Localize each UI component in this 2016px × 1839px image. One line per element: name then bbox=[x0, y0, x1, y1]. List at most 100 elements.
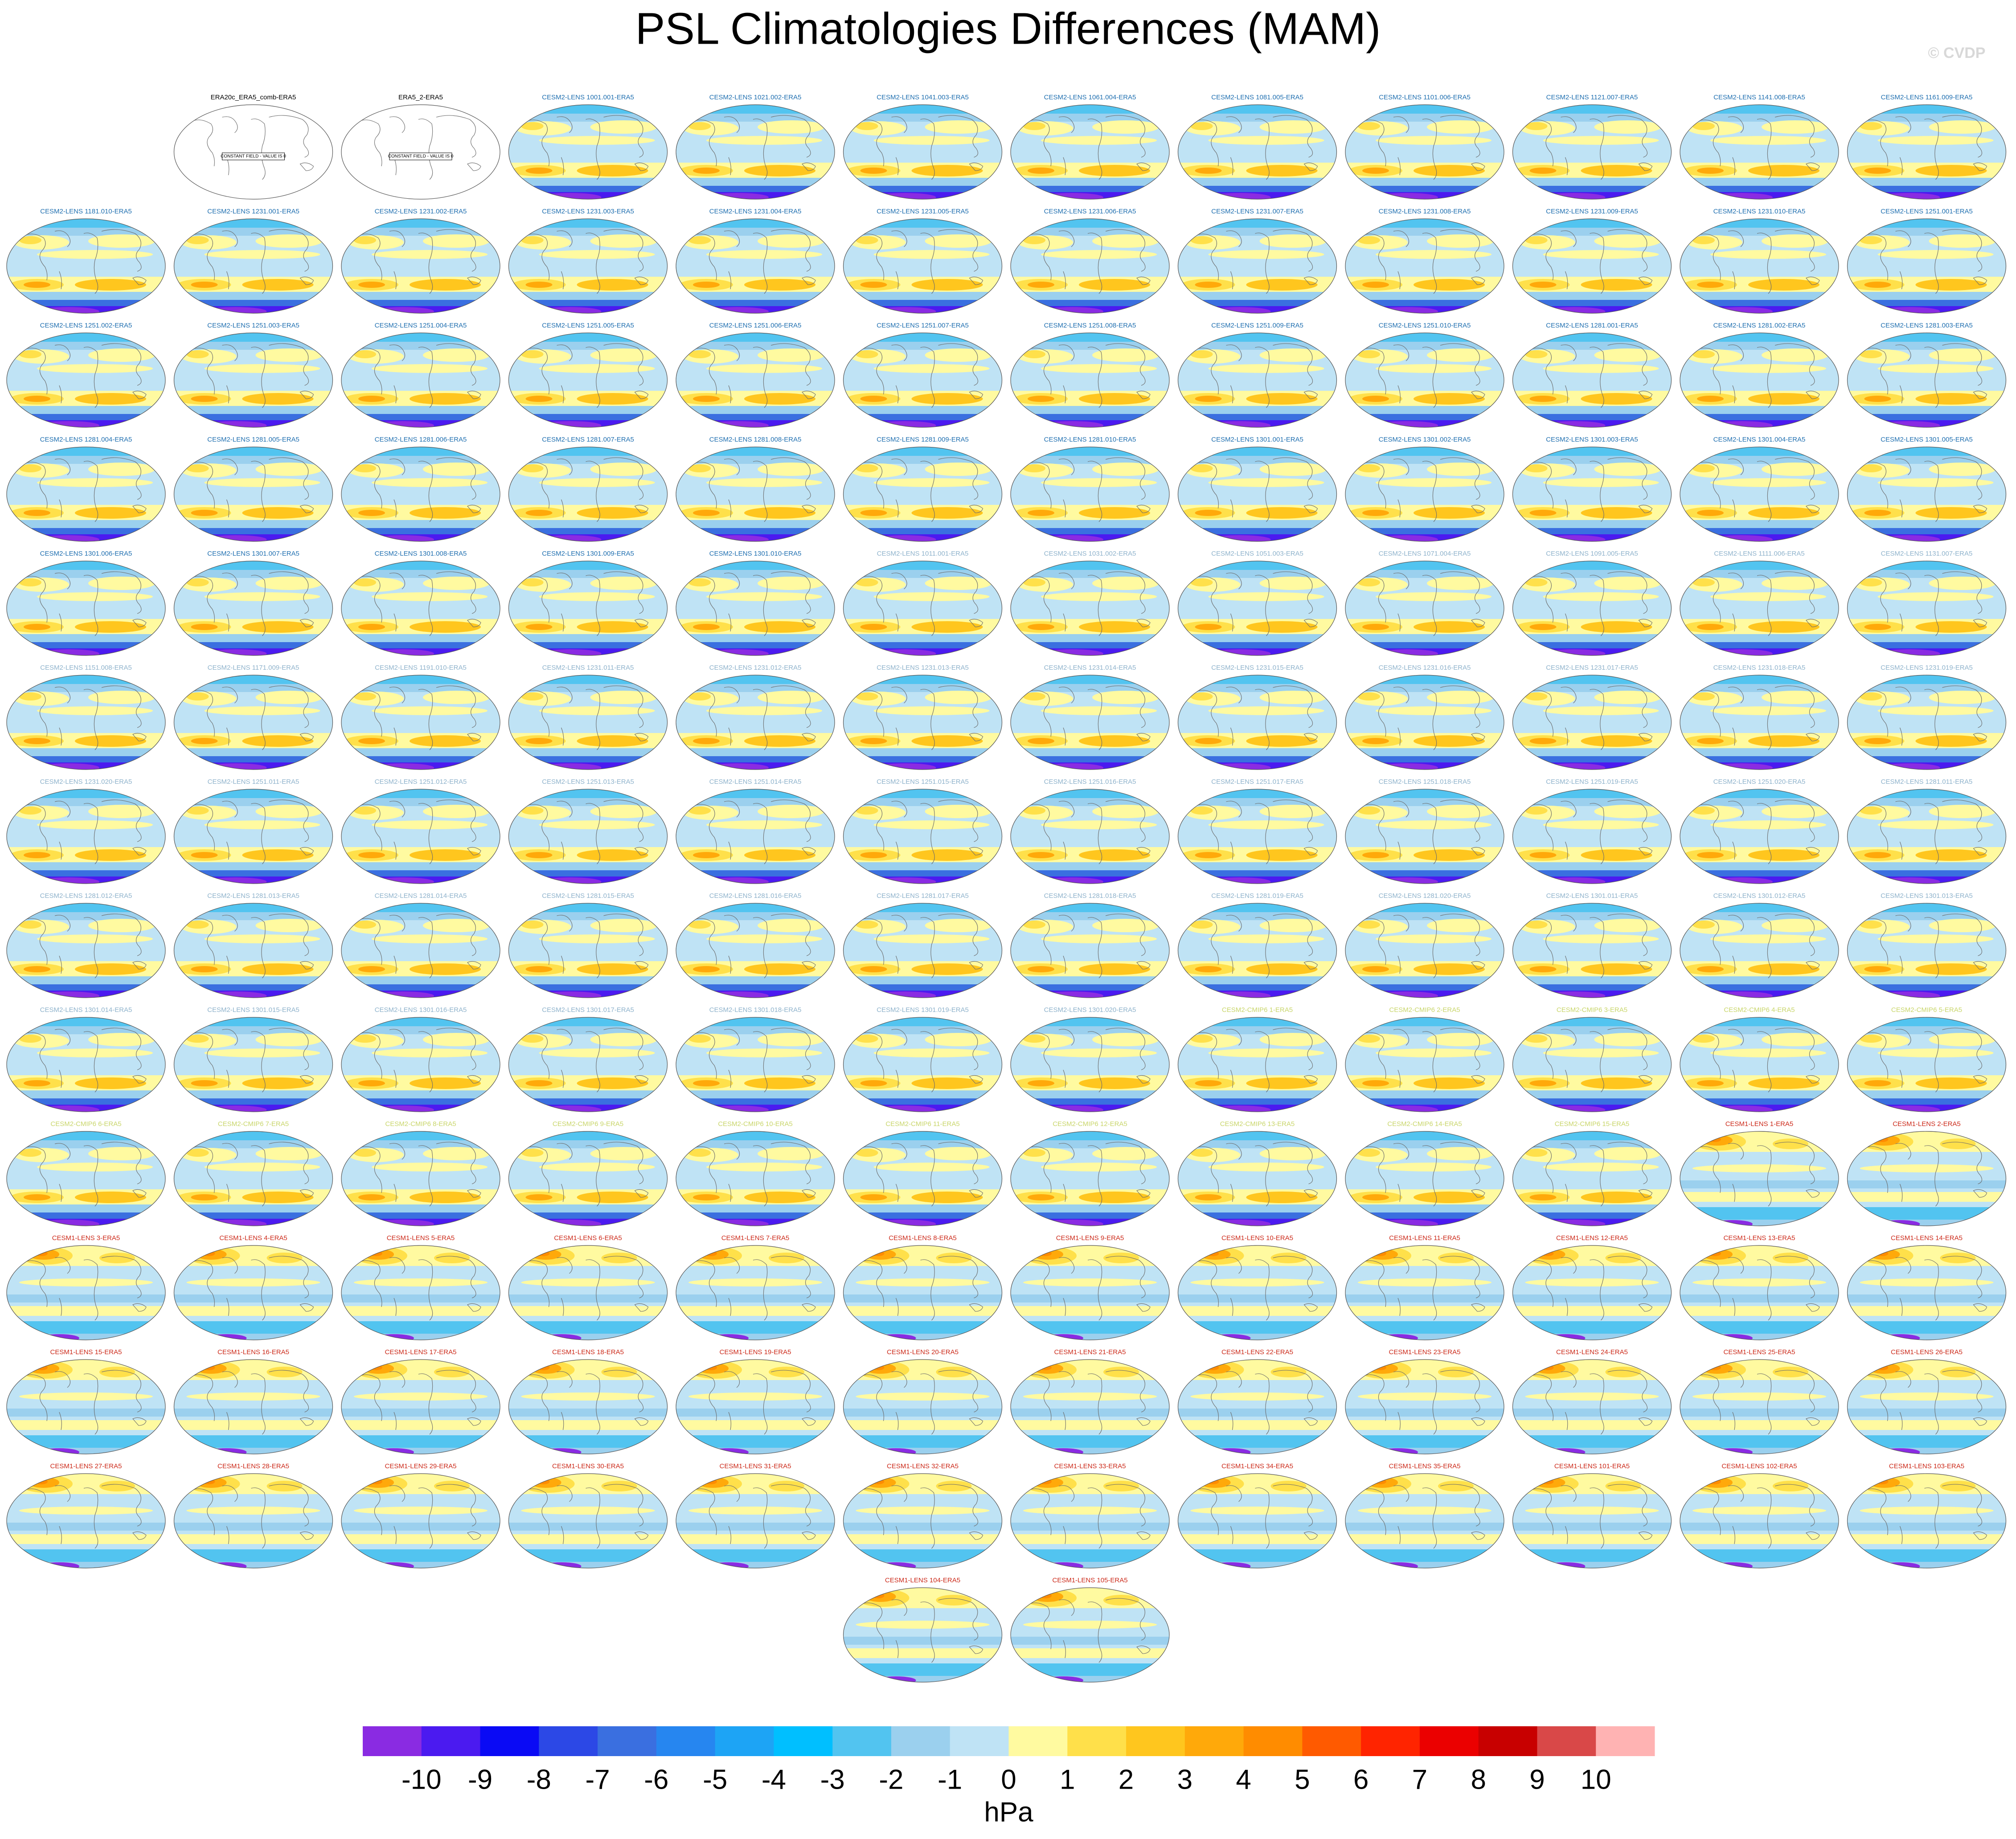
map-panel: CESM2-LENS 1301.019-ERA5 bbox=[843, 1006, 1003, 1114]
map-outline bbox=[1010, 789, 1170, 884]
panel-title: CESM1-LENS 17-ERA5 bbox=[385, 1348, 457, 1356]
map-panel: CESM2-LENS 1181.010-ERA5 bbox=[6, 208, 166, 316]
map-outline bbox=[1512, 789, 1672, 884]
map-outline bbox=[843, 332, 1003, 428]
map-outline bbox=[508, 218, 668, 314]
panel-title: CESM1-LENS 105-ERA5 bbox=[1052, 1577, 1127, 1584]
panel-title: CESM1-LENS 13-ERA5 bbox=[1724, 1234, 1795, 1242]
map-panel: CESM2-LENS 1281.003-ERA5 bbox=[1847, 322, 2007, 430]
map-outline bbox=[508, 903, 668, 998]
map-panel: CESM2-LENS 1281.008-ERA5 bbox=[675, 436, 836, 544]
map-outline bbox=[843, 446, 1003, 542]
map-panel: ERA20c_ERA5_comb-ERA5 CONSTANT FIELD - VA… bbox=[173, 94, 334, 200]
map-outline bbox=[341, 561, 500, 656]
colorbar-box bbox=[1067, 1726, 1127, 1756]
panel-title: CESM2-LENS 1081.005-ERA5 bbox=[1211, 94, 1303, 101]
panel-title: CESM2-LENS 1231.018-ERA5 bbox=[1713, 664, 1806, 672]
panel-title: CESM2-CMIP6 8-ERA5 bbox=[385, 1120, 456, 1128]
colorbar-box bbox=[539, 1726, 598, 1756]
map-outline bbox=[1847, 675, 2007, 770]
map-outline bbox=[1010, 561, 1170, 656]
map-panel: CESM2-LENS 1301.020-ERA5 bbox=[1010, 1006, 1170, 1114]
map-outline bbox=[676, 104, 835, 200]
map-outline bbox=[1177, 104, 1337, 200]
map-outline bbox=[1010, 1587, 1170, 1683]
map-outline bbox=[676, 1017, 835, 1112]
map-panel: CESM1-LENS 103-ERA5 bbox=[1847, 1462, 2007, 1570]
map-outline bbox=[1345, 218, 1504, 314]
colorbar-box bbox=[1008, 1726, 1068, 1756]
panel-title: ERA5_2-ERA5 bbox=[398, 94, 443, 101]
map-outline bbox=[508, 104, 668, 200]
panel-title: CESM2-LENS 1031.002-ERA5 bbox=[1044, 550, 1136, 557]
map-panel: CESM2-LENS 1121.007-ERA5 bbox=[1512, 94, 1672, 202]
map-outline bbox=[1680, 1131, 1839, 1226]
map-panel: CESM2-LENS 1281.001-ERA5 bbox=[1512, 322, 1672, 430]
map-outline bbox=[341, 789, 500, 884]
map-panel: CESM2-LENS 1251.007-ERA5 bbox=[843, 322, 1003, 430]
panel-title: CESM2-LENS 1231.016-ERA5 bbox=[1379, 664, 1471, 672]
panel-title: CESM2-LENS 1301.003-ERA5 bbox=[1546, 436, 1638, 443]
colorbar-label: 0 bbox=[1001, 1764, 1016, 1795]
map-outline bbox=[676, 1245, 835, 1340]
map-outline bbox=[1847, 903, 2007, 998]
map-panel: CESM2-LENS 1251.009-ERA5 bbox=[1177, 322, 1338, 430]
panel-title: CESM2-CMIP6 2-ERA5 bbox=[1389, 1006, 1460, 1014]
map-panel: CESM2-CMIP6 14-ERA5 bbox=[1344, 1120, 1505, 1229]
map-outline bbox=[1177, 1131, 1337, 1226]
panel-title: CESM1-LENS 21-ERA5 bbox=[1054, 1348, 1126, 1356]
panel-title: CESM1-LENS 102-ERA5 bbox=[1721, 1462, 1797, 1470]
map-outline bbox=[6, 1359, 166, 1454]
panel-title: CESM2-LENS 1181.010-ERA5 bbox=[40, 208, 132, 215]
panel-title: CESM2-LENS 1001.001-ERA5 bbox=[542, 94, 634, 101]
map-panel: CESM2-CMIP6 1-ERA5 bbox=[1177, 1006, 1338, 1114]
map-panel: CESM1-LENS 5-ERA5 bbox=[340, 1234, 501, 1342]
map-outline bbox=[173, 1131, 333, 1226]
map-outline bbox=[1847, 104, 2007, 200]
map-panel: CESM1-LENS 34-ERA5 bbox=[1177, 1462, 1338, 1570]
map-panel: CESM1-LENS 13-ERA5 bbox=[1679, 1234, 1840, 1342]
map-panel: CESM2-LENS 1301.006-ERA5 bbox=[6, 550, 166, 658]
panel-title: CESM2-LENS 1301.015-ERA5 bbox=[207, 1006, 299, 1014]
map-panel: CESM2-LENS 1301.009-ERA5 bbox=[508, 550, 668, 658]
map-panel: CESM1-LENS 11-ERA5 bbox=[1344, 1234, 1505, 1342]
map-outline bbox=[1847, 1245, 2007, 1340]
map-panel: CESM2-LENS 1231.017-ERA5 bbox=[1512, 664, 1672, 772]
panel-title: CESM1-LENS 12-ERA5 bbox=[1556, 1234, 1628, 1242]
map-panel: CESM1-LENS 33-ERA5 bbox=[1010, 1462, 1170, 1570]
map-panel: CESM2-LENS 1191.010-ERA5 bbox=[340, 664, 501, 772]
panel-title: CESM2-LENS 1281.005-ERA5 bbox=[207, 436, 299, 443]
panel-title: CESM2-CMIP6 7-ERA5 bbox=[218, 1120, 289, 1128]
panel-title: CESM2-CMIP6 3-ERA5 bbox=[1557, 1006, 1627, 1014]
panel-title: CESM2-CMIP6 5-ERA5 bbox=[1891, 1006, 1962, 1014]
map-outline bbox=[1847, 561, 2007, 656]
map-outline bbox=[508, 561, 668, 656]
map-panel: CESM1-LENS 2-ERA5 bbox=[1847, 1120, 2007, 1228]
map-outline bbox=[843, 561, 1003, 656]
panel-title: CESM1-LENS 24-ERA5 bbox=[1556, 1348, 1628, 1356]
panel-title: CESM2-LENS 1231.011-ERA5 bbox=[542, 664, 634, 672]
map-panel: CESM2-LENS 1281.015-ERA5 bbox=[508, 892, 668, 1000]
colorbar-label: -5 bbox=[703, 1764, 727, 1795]
map-outline bbox=[173, 789, 333, 884]
colorbar-label: -1 bbox=[938, 1764, 962, 1795]
panel-title: CESM1-LENS 2-ERA5 bbox=[1893, 1120, 1961, 1128]
panel-title: CESM2-LENS 1281.019-ERA5 bbox=[1211, 892, 1303, 900]
panel-title: CESM2-LENS 1251.007-ERA5 bbox=[877, 322, 969, 329]
colorbar-box bbox=[891, 1726, 951, 1756]
map-outline bbox=[341, 332, 500, 428]
map-outline bbox=[6, 1131, 166, 1226]
map-panel: CESM2-CMIP6 13-ERA5 bbox=[1177, 1120, 1338, 1229]
panel-title: CESM2-LENS 1231.014-ERA5 bbox=[1044, 664, 1136, 672]
colorbar-label: 3 bbox=[1177, 1764, 1192, 1795]
panel-title: CESM2-LENS 1281.012-ERA5 bbox=[40, 892, 132, 900]
colorbar-box bbox=[480, 1726, 539, 1756]
panel-title: CESM2-LENS 1021.002-ERA5 bbox=[709, 94, 802, 101]
map-outline bbox=[843, 789, 1003, 884]
panel-title: ERA20c_ERA5_comb-ERA5 bbox=[211, 94, 296, 101]
map-panel: CESM2-LENS 1231.020-ERA5 bbox=[6, 778, 166, 886]
colorbar-box bbox=[1302, 1726, 1361, 1756]
map-outline bbox=[1010, 675, 1170, 770]
map-outline bbox=[1177, 561, 1337, 656]
